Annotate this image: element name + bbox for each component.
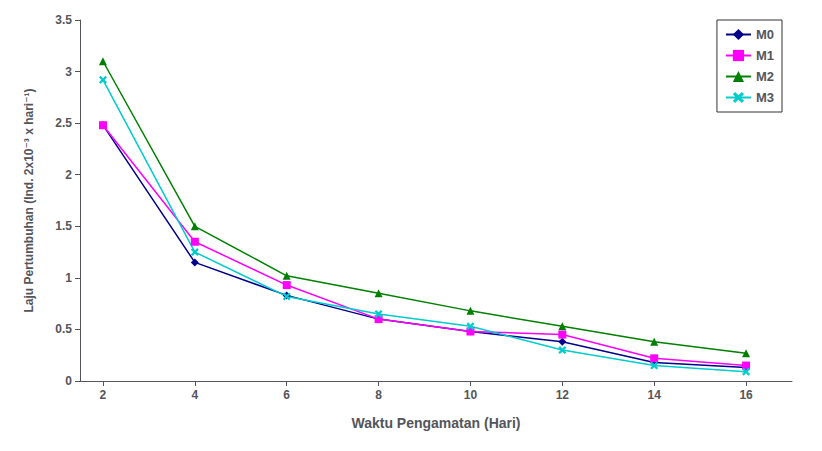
svg-text:4: 4 <box>191 388 198 402</box>
svg-text:M2: M2 <box>756 69 774 84</box>
svg-text:6: 6 <box>283 388 290 402</box>
svg-text:2.5: 2.5 <box>55 116 72 130</box>
svg-text:0.5: 0.5 <box>55 322 72 336</box>
svg-text:14: 14 <box>648 388 662 402</box>
svg-text:10: 10 <box>464 388 478 402</box>
svg-text:1: 1 <box>65 271 72 285</box>
svg-text:M1: M1 <box>756 48 774 63</box>
svg-text:0: 0 <box>65 374 72 388</box>
svg-text:Laju Pertumbuhan (Ind. 2x10⁻³: Laju Pertumbuhan (Ind. 2x10⁻³ x hari⁻¹) <box>22 88 36 312</box>
svg-text:M0: M0 <box>756 27 774 42</box>
svg-text:M3: M3 <box>756 90 774 105</box>
svg-text:12: 12 <box>556 388 570 402</box>
svg-text:16: 16 <box>739 388 753 402</box>
svg-text:8: 8 <box>375 388 382 402</box>
svg-text:1.5: 1.5 <box>55 219 72 233</box>
svg-text:3.5: 3.5 <box>55 13 72 27</box>
svg-text:Waktu Pengamatan (Hari): Waktu Pengamatan (Hari) <box>351 415 520 431</box>
svg-text:3: 3 <box>65 65 72 79</box>
svg-text:2: 2 <box>100 388 107 402</box>
svg-text:2: 2 <box>65 168 72 182</box>
